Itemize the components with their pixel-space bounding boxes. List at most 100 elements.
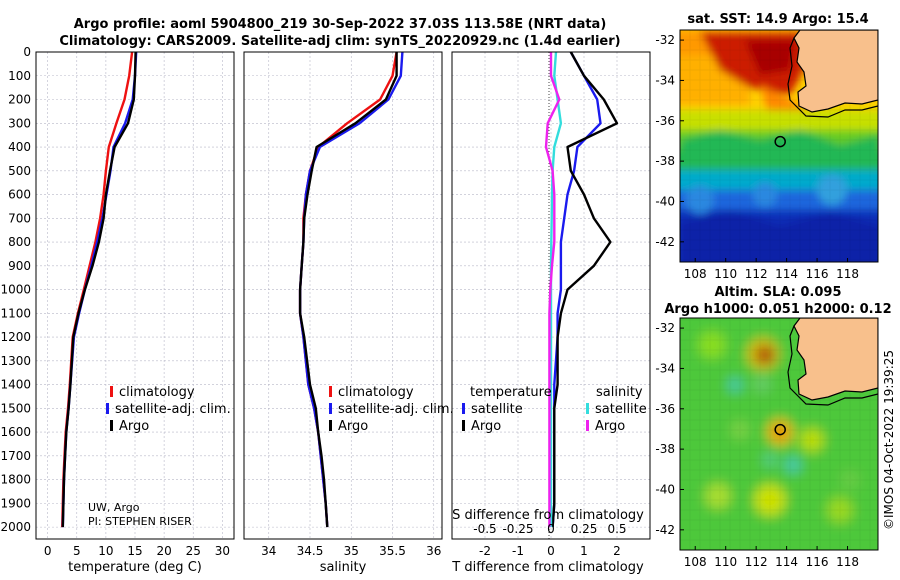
x-tick-label: 30 (215, 544, 230, 558)
diff-legend-label-s-satellite: satellite (595, 402, 647, 417)
lon-tick-label: 110 (714, 267, 737, 281)
x-tick-label: 1 (580, 544, 588, 558)
diff-legend-swatch-s-satellite (586, 403, 589, 414)
lat-tick-label: -36 (655, 402, 675, 416)
diff-legend-swatch-t-satellite (462, 403, 465, 414)
legend-label-climatology: climatology (119, 385, 195, 400)
diff-legend-label-s-argo: Argo (595, 419, 625, 434)
lat-tick-label: -32 (655, 321, 675, 335)
sst-map-image (680, 30, 878, 262)
depth-tick-label: 500 (8, 164, 31, 178)
sla-map-frame (679, 317, 879, 551)
sst-map-panel: sat. SST: 14.9 Argo: 15.4 (655, 12, 879, 281)
x-tick-label: 15 (127, 544, 142, 558)
series-line-s-argo (544, 52, 561, 528)
legend-swatch-satellite (106, 403, 109, 414)
diff-legend-label-t-satellite: satellite (471, 402, 523, 417)
legend-header-salinity: salinity (596, 385, 643, 400)
salinity-grid (244, 51, 442, 539)
figure-title-line1: Argo profile: aoml 5904800_219 30-Sep-20… (74, 17, 607, 32)
s-tick-label: 0.5 (607, 522, 626, 536)
depth-tick-label: 900 (8, 259, 31, 273)
x-tick-label: 25 (186, 544, 201, 558)
depth-tick-label: 600 (8, 188, 31, 202)
lon-tick-label: 108 (684, 267, 707, 281)
sal-legend-swatch-argo (329, 420, 332, 431)
x-tick-label: 35 (344, 544, 359, 558)
lat-tick-label: -40 (655, 482, 675, 496)
x-tick-label: 0 (44, 544, 52, 558)
sal-legend-swatch-satellite (329, 403, 332, 414)
x-tick-label: 35.5 (379, 544, 406, 558)
sla-map-title-line1: Altim. SLA: 0.095 (715, 285, 842, 300)
depth-tick-label: 1000 (0, 283, 31, 297)
s-difference-axis-label: S difference from climatology (452, 508, 644, 523)
figure-title-line2: Climatology: CARS2009. Satellite-adj cli… (59, 34, 620, 49)
lat-tick-label: -36 (655, 114, 675, 128)
lat-tick-label: -40 (655, 194, 675, 208)
sal-legend-label-climatology: climatology (338, 385, 414, 400)
depth-tick-label: 800 (8, 235, 31, 249)
salinity-series (298, 51, 404, 528)
sal-legend-label-argo: Argo (338, 419, 368, 434)
lat-tick-label: -34 (655, 73, 675, 87)
depth-tick-label: 1600 (0, 425, 31, 439)
series-line-argo (61, 51, 137, 528)
temperature-axis-label: temperature (deg C) (68, 560, 202, 575)
lon-tick-label: 108 (684, 555, 707, 569)
depth-tick-label: 1400 (0, 378, 31, 392)
lon-tick-label: 110 (714, 555, 737, 569)
sla-map-title-line2: Argo h1000: 0.051 h2000: 0.12 (664, 302, 891, 317)
salinity-axis-label: salinity (320, 560, 367, 575)
lon-tick-label: 118 (836, 555, 859, 569)
diff-legend-swatch-s-argo (586, 420, 589, 431)
credit-line2: PI: STEPHEN RISER (88, 515, 192, 528)
x-tick-label: 10 (98, 544, 113, 558)
x-tick-label: 5 (73, 544, 81, 558)
depth-tick-label: 1500 (0, 401, 31, 415)
sal-legend-swatch-climatology (329, 386, 332, 397)
legend-label-argo: Argo (119, 419, 149, 434)
x-tick-label: 2 (613, 544, 621, 558)
salinity-panel: 34 34.5 35 35.5 36 salinity climatology sate… (243, 51, 454, 575)
salinity-tick-labels: 34 34.5 35 35.5 36 (261, 544, 441, 558)
sst-argo-location-marker (774, 135, 786, 148)
sla-lon-tick-labels: 108 110 112 114 116 118 (684, 546, 859, 569)
x-tick-label: 0 (547, 544, 555, 558)
s-difference-tick-labels: -0.5 -0.25 0 0.25 0.5 (473, 522, 626, 536)
depth-tick-label: 1200 (0, 330, 31, 344)
s-tick-label: -0.5 (473, 522, 496, 536)
sst-map-title: sat. SST: 14.9 Argo: 15.4 (687, 12, 868, 27)
x-tick-label: 20 (156, 544, 171, 558)
sst-lon-tick-labels: 108 110 112 114 116 118 (684, 258, 859, 281)
x-tick-label: 34.5 (297, 544, 324, 558)
legend-label-satellite: satellite-adj. clim. (115, 402, 231, 417)
depth-tick-label: 400 (8, 140, 31, 154)
lon-tick-label: 112 (745, 555, 768, 569)
depth-tick-label: 100 (8, 69, 31, 83)
depth-tick-label: 700 (8, 211, 31, 225)
difference-axes-frame (451, 51, 651, 540)
x-tick-label: 36 (426, 544, 441, 558)
legend-header-temperature: temperature (470, 385, 552, 400)
lon-tick-label: 112 (745, 267, 768, 281)
lat-tick-label: -38 (655, 154, 675, 168)
legend-swatch-argo (110, 420, 113, 431)
salinity-axes-frame (243, 51, 443, 540)
series-line-argo (298, 52, 398, 528)
temperature-axes-frame (35, 51, 235, 540)
lat-tick-label: -42 (655, 235, 675, 249)
sal-legend-label-satellite: satellite-adj. clim. (338, 402, 454, 417)
sst-lat-tick-labels: -32 -34 -36 -38 -40 -42 (655, 33, 684, 249)
lat-tick-label: -42 (655, 523, 675, 537)
lat-tick-label: -34 (655, 361, 675, 375)
depth-tick-label: 2000 (0, 520, 31, 534)
legend-swatch-climatology (110, 386, 113, 397)
depth-tick-label: 1900 (0, 496, 31, 510)
lon-tick-label: 114 (775, 555, 798, 569)
temperature-tick-labels: 0 5 10 15 20 25 30 (44, 544, 230, 558)
x-tick-label: -1 (512, 544, 524, 558)
sst-map-frame (679, 29, 879, 263)
t-difference-axis-label: T difference from climatology (451, 560, 644, 575)
difference-grid (452, 51, 650, 539)
